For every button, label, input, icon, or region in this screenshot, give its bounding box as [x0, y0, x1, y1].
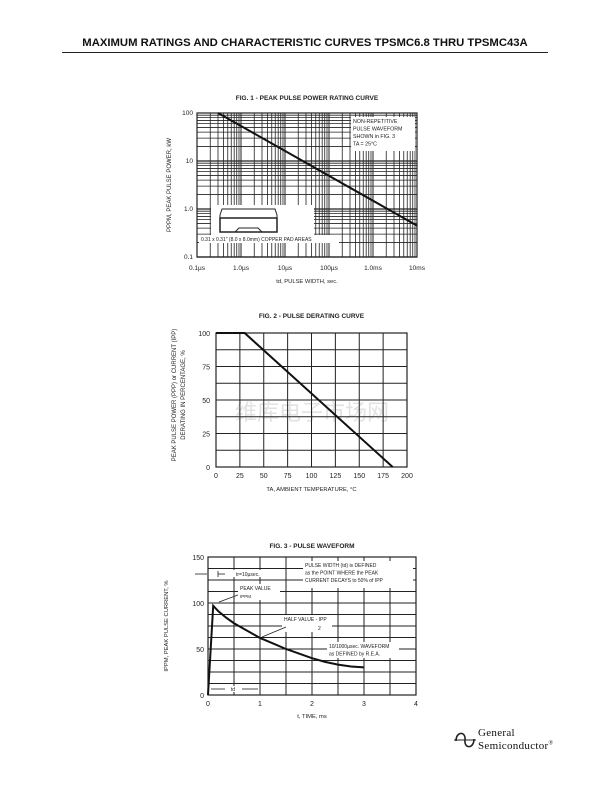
fig2-ytick: 25 [202, 432, 210, 439]
page-title: MAXIMUM RATINGS AND CHARACTERISTIC CURVE… [82, 37, 528, 49]
fig2-title: FIG. 2 - PULSE DERATING CURVE [259, 313, 365, 320]
fig3-pw-note: PULSE WIDTH (td) is DEFINED [305, 563, 377, 569]
fig2-xtick: 125 [330, 473, 342, 480]
fig3-wave-note: as DEFINED by R.E.A. [329, 652, 380, 658]
fig3-ytick: 0 [200, 693, 204, 700]
fig3-pw-bg [303, 561, 413, 588]
fig3-half-den: 2 [318, 626, 321, 632]
fig2-xtick: 75 [284, 473, 292, 480]
fig3-title: FIG. 3 - PULSE WAVEFORM [269, 543, 354, 550]
fig2-xtick: 100 [306, 473, 318, 480]
fig3-frame [207, 556, 417, 696]
general-semiconductor-logo: General Semiconductor® [452, 727, 582, 755]
fig3-xtick: 1 [258, 701, 262, 708]
fig3-xtick: 0 [206, 701, 210, 708]
fig2-xtick: 0 [214, 473, 218, 480]
fig1-inset-label: 0.31 x 0.31" (8.0 x 8.0mm) COPPER PAD AR… [201, 237, 312, 243]
fig3-wave-note: 10/1000µsec. WAVEFORM [329, 644, 389, 650]
fig2-frame [215, 332, 408, 468]
fig3-pw-note: CURRENT DECAYS to 50% of IPP [305, 578, 384, 584]
fig3-ylabel: IPPM, PEAK PULSE CURRENT, % [164, 580, 170, 671]
fig3-ytick: 150 [192, 555, 204, 562]
fig1-annotation: TA = 25°C [353, 142, 377, 148]
fig3-ytick: 100 [192, 601, 204, 608]
fig2-xtick: 200 [401, 473, 413, 480]
fig2-ylabel: DERATING IN PERCENTAGE, % [181, 350, 187, 440]
fig1-curve [217, 112, 418, 227]
fig3-half-bg [282, 615, 332, 632]
fig1-ytick: 0.1 [184, 254, 193, 261]
fig3-wave-bg [327, 642, 399, 658]
fig1-ytick: 10 [186, 158, 194, 165]
fig3-tr-label: tr=10µsec. [236, 572, 260, 578]
fig3-xtick: 4 [414, 701, 418, 708]
fig2-ylabel: PEAK PULSE POWER (PPP) or CURRENT (IPP) [172, 329, 178, 462]
fig2-xtick: 50 [260, 473, 268, 480]
fig3-peak-label: PEAK VALUE [240, 586, 271, 592]
fig1-xtick: 100µs [320, 265, 339, 272]
fig3-peak-bg [238, 584, 280, 600]
fig1-annotation: NON-REPETITIVE [353, 119, 398, 125]
fig3-half-label: HALF VALUE - IPP [284, 617, 327, 623]
fig3-tr-bg [233, 570, 271, 577]
fig2-xlabel: TA, AMBIENT TEMPERATURE, °C [266, 487, 356, 493]
logo-mark-icon [454, 732, 476, 748]
fig1-xtick: 1.0µs [233, 265, 250, 272]
fig1-inset-bg [211, 205, 314, 240]
fig2-xtick: 25 [236, 473, 244, 480]
fig3-xtick: 2 [310, 701, 314, 708]
fig3-peak-sub: IPPM [240, 594, 251, 599]
fig3-ytick: 50 [196, 647, 204, 654]
fig2-ytick: 50 [202, 398, 210, 405]
fig3-td-bg [226, 686, 240, 692]
fig3-xlabel: t, TIME, ms [297, 714, 327, 720]
fig1-ytick: 1.0 [184, 206, 193, 213]
fig1-xtick: 0.1µs [189, 265, 206, 272]
fig1-annotation-bg [351, 117, 415, 151]
fig3-curve [207, 603, 365, 696]
fig3-xtick: 3 [362, 701, 366, 708]
fig1-xtick: 10ms [409, 265, 426, 272]
fig2-xtick: 150 [353, 473, 365, 480]
fig1-xtick: 1.0ms [364, 265, 382, 272]
peak-arrow-icon [218, 594, 239, 603]
fig1-xtick: 10µs [278, 265, 293, 272]
fig1-annotation: PULSE WAVEFORM [353, 127, 402, 133]
fig2-ytick: 0 [206, 465, 210, 472]
fig3-td-label: td [231, 687, 235, 693]
fig1-annotation: SHOWN in FIG. 3 [353, 134, 395, 140]
fig1-ytick: 100 [182, 110, 193, 117]
pad-area-icon [219, 217, 278, 233]
fig1-ylabel: PPPM, PEAK PULSE POWER, kW [167, 138, 173, 232]
fig2-ytick: 75 [202, 365, 210, 372]
logo-line1: General [478, 727, 515, 739]
fig1-xlabel: td, PULSE WIDTH, sec. [276, 279, 338, 285]
fig1-frame [196, 112, 418, 258]
fig2-xtick: 175 [377, 473, 389, 480]
half-arrow-icon [261, 626, 287, 638]
title-rule [62, 52, 548, 53]
fig1-inset-label-bg [199, 235, 339, 243]
fig3-pw-note: as the POINT WHERE the PEAK [305, 571, 379, 577]
logo-line2: Semiconductor® [478, 740, 554, 752]
fig2-ytick: 100 [198, 331, 210, 338]
fig1-title: FIG. 1 - PEAK PULSE POWER RATING CURVE [236, 95, 379, 102]
fig2-curve [216, 332, 394, 468]
